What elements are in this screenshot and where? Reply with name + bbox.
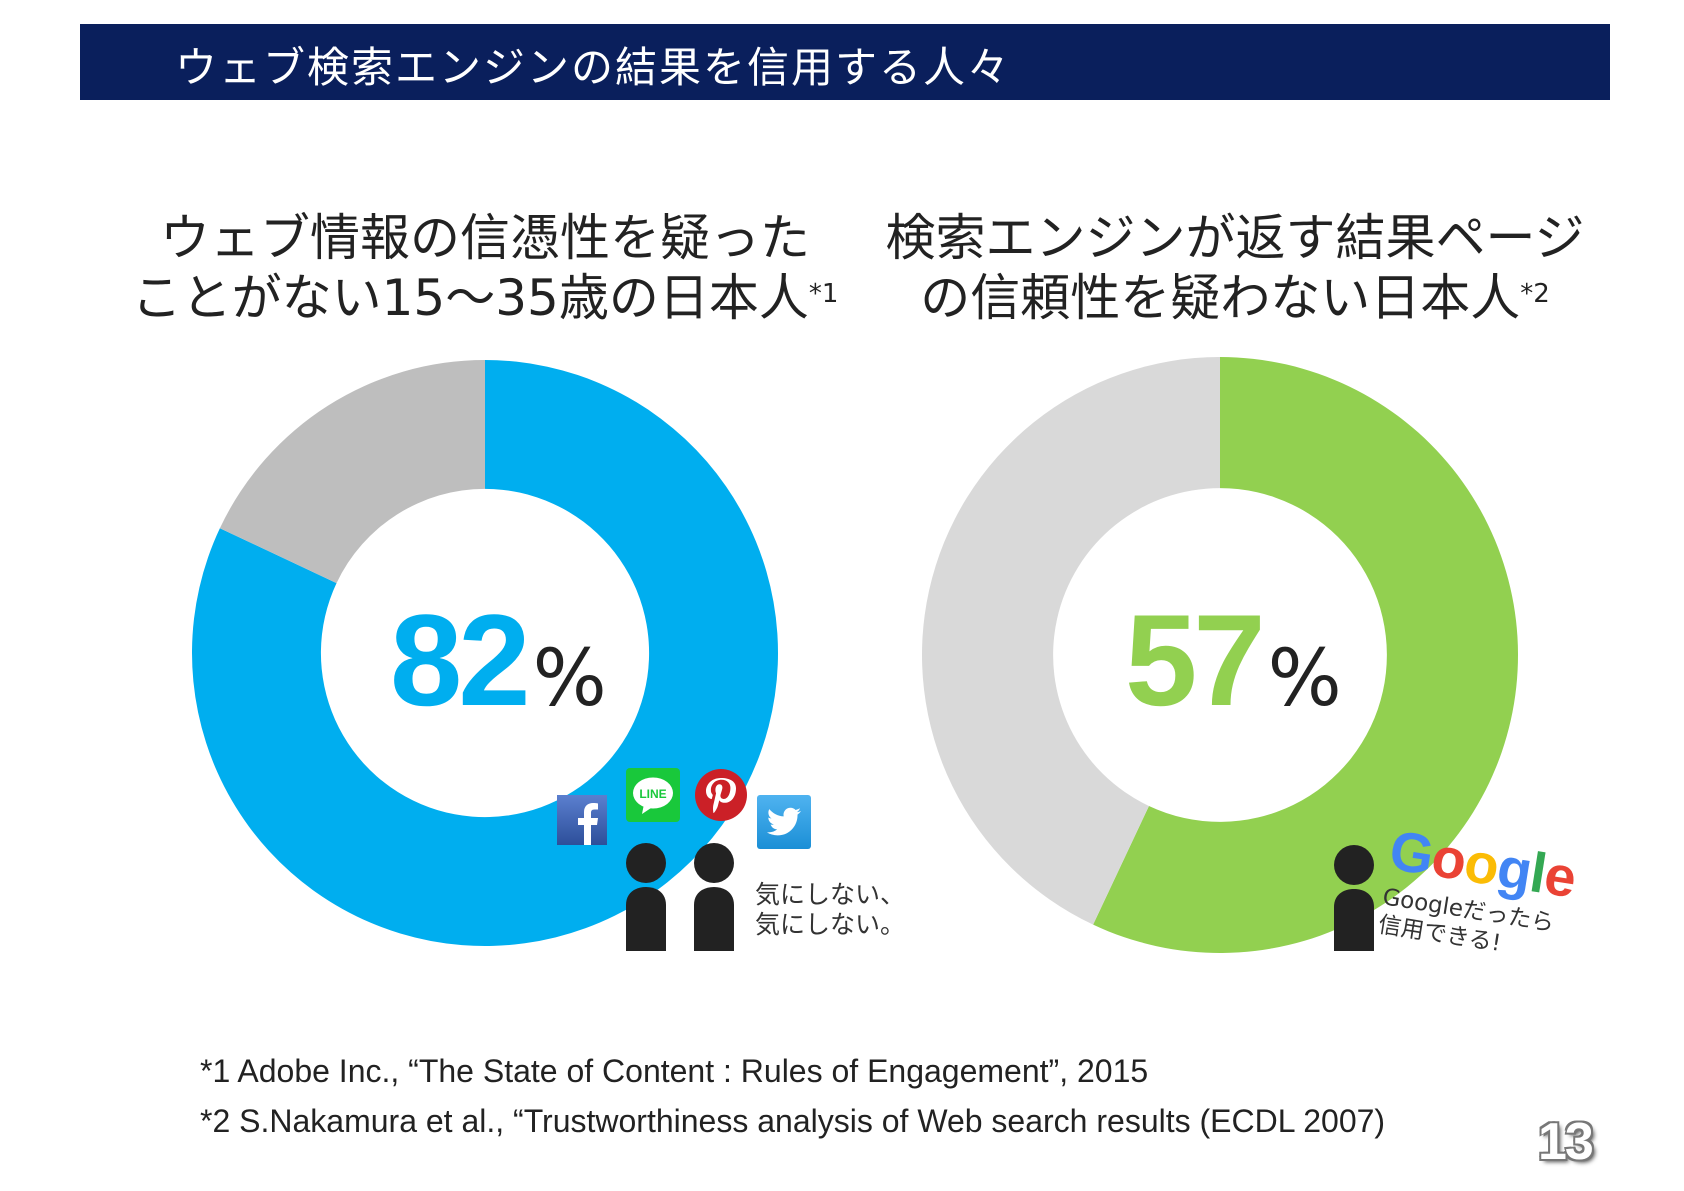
left-caption-line2: 気にしない。 xyxy=(755,910,906,939)
left-caption-line1: 気にしない、 xyxy=(755,880,906,909)
left-percentage-value: 82 xyxy=(390,587,531,733)
right-chart-title-line2: の信頼性を疑わない日本人*2 xyxy=(860,268,1610,328)
right-donut-chart xyxy=(921,357,1518,953)
left-chart-title: ウェブ情報の信憑性を疑った ことがない15〜35歳の日本人*1 xyxy=(110,208,860,328)
person-silhouette-2 xyxy=(694,843,734,951)
line-icon: LINE xyxy=(626,768,680,822)
twitter-icon xyxy=(757,795,811,849)
left-percentage: 82% xyxy=(390,595,607,744)
pinterest-icon xyxy=(695,769,747,821)
slide-title: ウェブ検索エンジンの結果を信用する人々 xyxy=(175,43,1012,92)
footnote-1: *1 Adobe Inc., “The State of Content : R… xyxy=(200,1053,1149,1089)
right-chart-title: 検索エンジンが返す結果ページ の信頼性を疑わない日本人*2 xyxy=(860,208,1610,328)
facebook-icon xyxy=(557,795,607,845)
person-silhouette-3 xyxy=(1334,845,1374,951)
footnotes: *1 Adobe Inc., “The State of Content : R… xyxy=(200,1046,1385,1146)
left-chart-title-line1: ウェブ情報の信憑性を疑った xyxy=(160,209,810,267)
left-chart-title-line2-text: ことがない15〜35歳の日本人 xyxy=(131,269,809,327)
right-chart-title-line1: 検索エンジンが返す結果ページ xyxy=(885,209,1585,267)
page-number: 13 xyxy=(1538,1113,1594,1171)
right-percentage-value: 57 xyxy=(1125,587,1266,733)
right-percentage: 57% xyxy=(1125,595,1342,744)
right-percentage-unit: % xyxy=(1267,634,1342,724)
right-chart-title-line2-text: の信頼性を疑わない日本人 xyxy=(920,269,1521,327)
right-donut-slice-value xyxy=(1093,357,1518,953)
left-donut-slice-rest xyxy=(219,360,485,584)
left-chart-title-line2: ことがない15〜35歳の日本人*1 xyxy=(110,268,860,328)
line-icon-label: LINE xyxy=(639,787,666,801)
header-bar: ウェブ検索エンジンの結果を信用する人々 xyxy=(80,24,1610,100)
right-footnote-ref: *2 xyxy=(1520,279,1550,309)
left-speech-caption: 気にしない、 気にしない。 xyxy=(755,880,905,940)
right-donut-slice-rest xyxy=(921,357,1220,925)
left-footnote-ref: *1 xyxy=(808,279,839,309)
footnote-2: *2 S.Nakamura et al., “Trustworthiness a… xyxy=(200,1103,1386,1139)
left-percentage-unit: % xyxy=(532,634,607,724)
person-silhouette-1 xyxy=(626,843,666,951)
